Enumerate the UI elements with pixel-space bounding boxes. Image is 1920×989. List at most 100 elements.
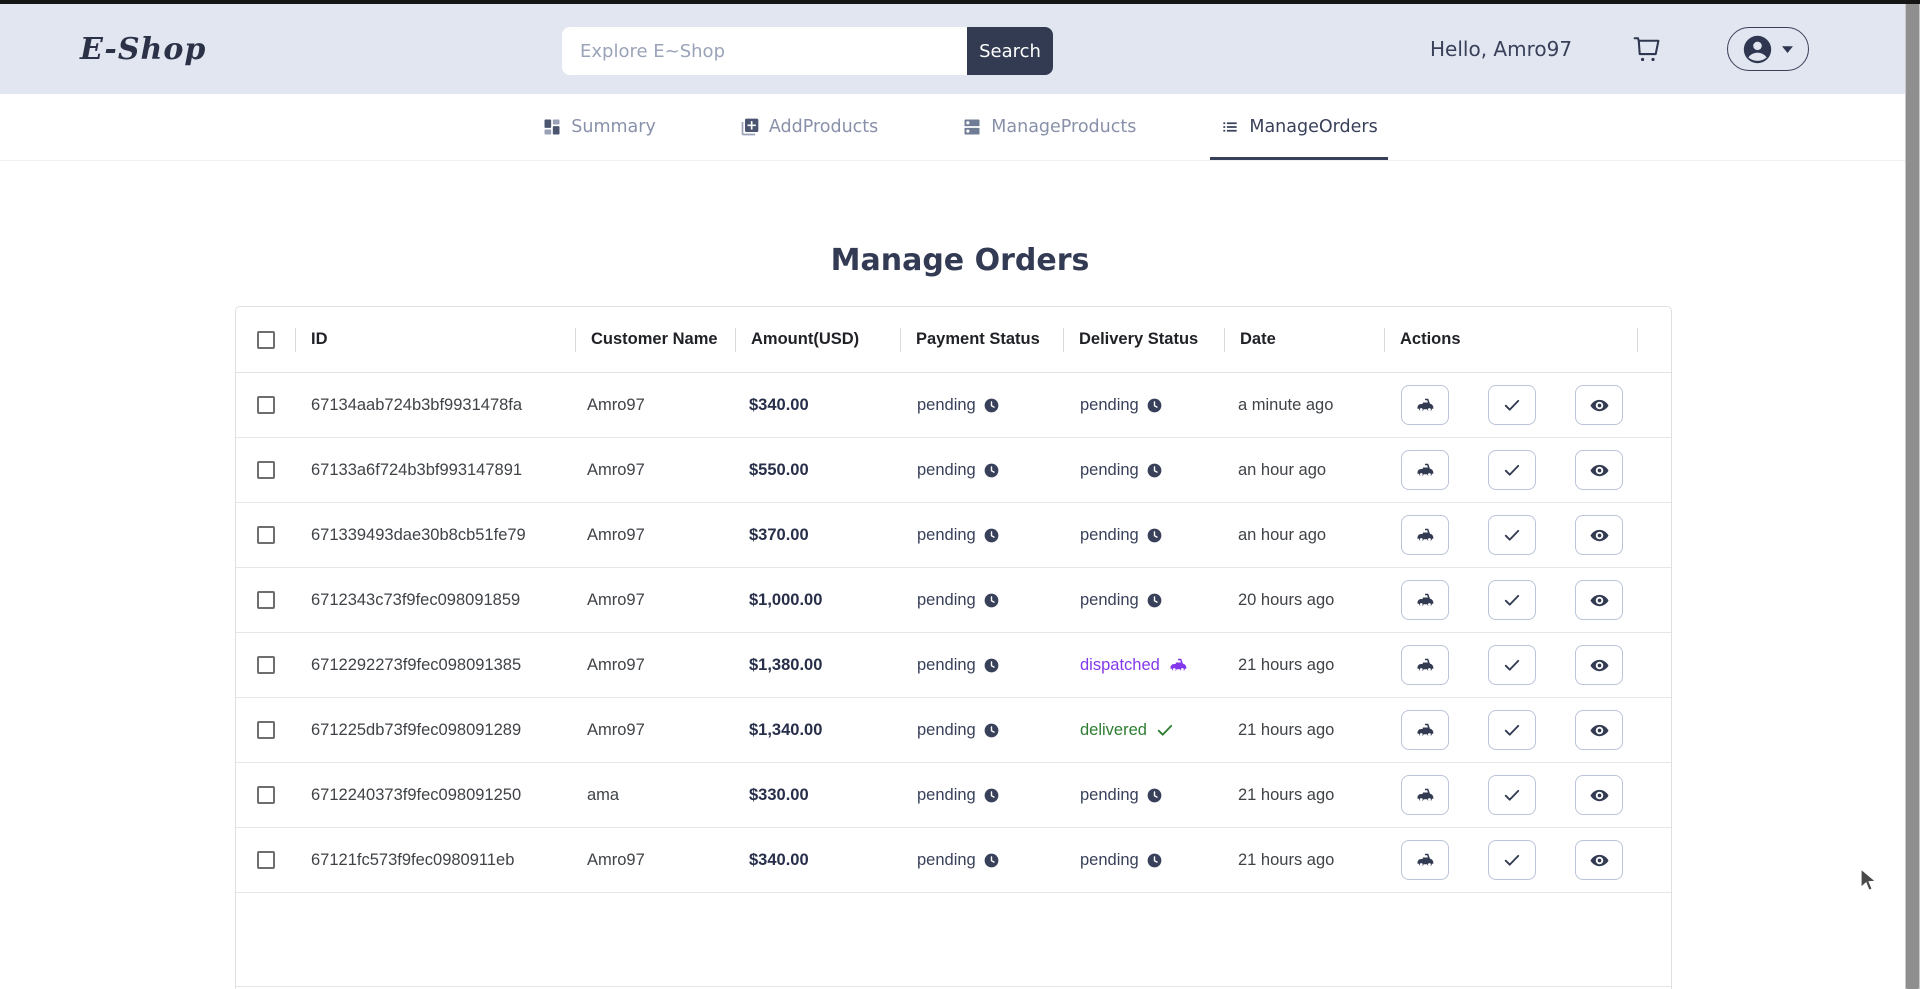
avatar-icon (1742, 34, 1773, 65)
payment-status: pending (901, 786, 1064, 805)
check-icon (1502, 590, 1522, 610)
view-order-button[interactable] (1575, 385, 1623, 425)
search-bar: Search (562, 27, 1053, 75)
order-id: 6712292273f9fec098091385 (311, 655, 522, 674)
payment-status: pending (901, 591, 1064, 610)
table-row: 67133a6f724b3bf993147891 Amro97 $550.00 … (236, 438, 1671, 503)
order-date: 21 hours ago (1238, 720, 1335, 739)
delivery-status: pending (1064, 591, 1225, 610)
approve-order-button[interactable] (1488, 385, 1536, 425)
dispatch-order-button[interactable] (1401, 580, 1449, 620)
order-date: 21 hours ago (1238, 850, 1335, 869)
row-actions (1385, 515, 1638, 555)
view-order-button[interactable] (1575, 840, 1623, 880)
row-checkbox[interactable] (257, 656, 275, 674)
customer-name: Amro97 (587, 460, 645, 479)
eye-icon (1589, 525, 1610, 546)
order-date: an hour ago (1238, 525, 1327, 544)
select-all-checkbox[interactable] (257, 330, 275, 349)
approve-order-button[interactable] (1488, 775, 1536, 815)
tab-summary[interactable]: Summary (532, 94, 666, 160)
list-icon (1220, 117, 1240, 137)
row-checkbox[interactable] (257, 786, 275, 804)
check-icon (1502, 655, 1522, 675)
page-scrollbar[interactable] (1905, 0, 1920, 989)
view-order-button[interactable] (1575, 450, 1623, 490)
row-checkbox[interactable] (257, 591, 275, 609)
eye-icon (1589, 720, 1610, 741)
browser-top-edge (0, 0, 1920, 4)
account-menu-button[interactable] (1727, 27, 1809, 71)
dispatch-order-button[interactable] (1401, 645, 1449, 685)
view-order-button[interactable] (1575, 515, 1623, 555)
approve-order-button[interactable] (1488, 710, 1536, 750)
approve-order-button[interactable] (1488, 515, 1536, 555)
view-order-button[interactable] (1575, 710, 1623, 750)
clock-icon (1147, 788, 1162, 803)
table-header-row: ID Customer Name Amount(USD) Payment Sta… (236, 307, 1671, 373)
row-checkbox[interactable] (257, 721, 275, 739)
order-amount: $340.00 (749, 395, 809, 414)
row-checkbox[interactable] (257, 396, 275, 414)
eye-icon (1589, 590, 1610, 611)
eye-icon (1589, 460, 1610, 481)
customer-name: ama (587, 785, 620, 804)
order-id: 67133a6f724b3bf993147891 (311, 460, 523, 479)
row-actions (1385, 645, 1638, 685)
search-button[interactable]: Search (967, 27, 1053, 75)
clock-icon (1147, 853, 1162, 868)
order-amount: $330.00 (749, 785, 809, 804)
payment-status: pending (901, 396, 1064, 415)
table-row: 6712343c73f9fec098091859 Amro97 $1,000.0… (236, 568, 1671, 633)
dispatch-order-button[interactable] (1401, 515, 1449, 555)
row-checkbox[interactable] (257, 526, 275, 544)
cart-button[interactable] (1628, 30, 1668, 70)
table-row: 6712240373f9fec098091250 ama $330.00 pen… (236, 763, 1671, 828)
tab-label: ManageOrders (1249, 117, 1378, 137)
view-order-button[interactable] (1575, 580, 1623, 620)
row-checkbox[interactable] (257, 461, 275, 479)
row-checkbox[interactable] (257, 851, 275, 869)
dispatch-order-button[interactable] (1401, 775, 1449, 815)
tab-add-products[interactable]: AddProducts (730, 94, 888, 160)
tab-manage-orders[interactable]: ManageOrders (1210, 94, 1387, 160)
brand-logo: E-Shop (80, 31, 207, 67)
stacked-list-icon (962, 117, 982, 137)
approve-order-button[interactable] (1488, 450, 1536, 490)
order-id: 67134aab724b3bf9931478fa (311, 395, 523, 414)
scooter-icon (1415, 720, 1435, 740)
dispatch-order-button[interactable] (1401, 710, 1449, 750)
check-icon (1502, 720, 1522, 740)
column-header-delivery: Delivery Status (1064, 307, 1225, 372)
view-order-button[interactable] (1575, 775, 1623, 815)
scrollbar-thumb[interactable] (1906, 0, 1919, 989)
table-body: 67134aab724b3bf9931478fa Amro97 $340.00 … (236, 373, 1671, 893)
clock-icon (984, 528, 999, 543)
dispatch-order-button[interactable] (1401, 450, 1449, 490)
dispatch-order-button[interactable] (1401, 385, 1449, 425)
order-date: a minute ago (1238, 395, 1334, 414)
eye-icon (1589, 850, 1610, 871)
order-date: 21 hours ago (1238, 785, 1335, 804)
cart-icon (1628, 37, 1666, 72)
column-header-customer: Customer Name (576, 307, 736, 372)
dispatch-order-button[interactable] (1401, 840, 1449, 880)
order-id: 671339493dae30b8cb51fe79 (311, 525, 526, 544)
check-icon (1502, 850, 1522, 870)
order-amount: $550.00 (749, 460, 809, 479)
delivery-status: pending (1064, 396, 1225, 415)
customer-name: Amro97 (587, 525, 645, 544)
scooter-icon (1415, 850, 1435, 870)
row-actions (1385, 840, 1638, 880)
tab-label: Summary (571, 117, 656, 137)
tab-manage-products[interactable]: ManageProducts (952, 94, 1146, 160)
scooter-icon (1168, 655, 1188, 675)
approve-order-button[interactable] (1488, 840, 1536, 880)
approve-order-button[interactable] (1488, 645, 1536, 685)
view-order-button[interactable] (1575, 645, 1623, 685)
payment-status: pending (901, 656, 1064, 675)
check-icon (1155, 720, 1175, 740)
search-input[interactable] (562, 27, 967, 75)
eye-icon (1589, 395, 1610, 416)
approve-order-button[interactable] (1488, 580, 1536, 620)
